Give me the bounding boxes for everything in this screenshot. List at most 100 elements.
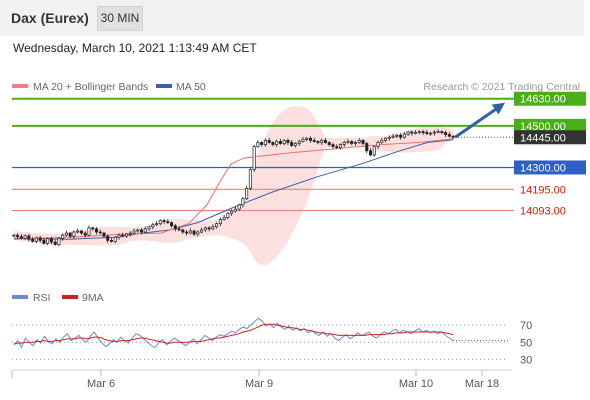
candle-body (338, 144, 343, 149)
candle-body (181, 229, 185, 233)
level-label: 14300.00 (520, 162, 566, 174)
candle-body (290, 142, 294, 146)
candle-body (12, 234, 16, 237)
candle-body (162, 220, 166, 222)
timestamp: Wednesday, March 10, 2021 1:13:49 AM CET (13, 41, 257, 55)
instrument-title: Dax (Eurex) (11, 10, 89, 26)
candle-body (173, 225, 177, 230)
rsi-level-label: 30 (520, 354, 532, 366)
candle-body (353, 142, 358, 144)
candle-body (87, 227, 91, 236)
candle-body (402, 133, 406, 138)
candle-body (414, 132, 418, 134)
candle-body (23, 235, 27, 239)
candle-body (27, 235, 31, 240)
candle-body (335, 146, 339, 149)
x-tick-label: Mar 10 (399, 378, 433, 390)
candles (12, 129, 455, 247)
candle-body (320, 140, 324, 143)
bollinger-band (13, 106, 454, 266)
candle-body (136, 229, 140, 232)
candle-body (417, 131, 421, 133)
candle-body (369, 150, 373, 156)
candle-body (248, 169, 252, 189)
x-tick-label: Mar 18 (465, 378, 499, 390)
candle-body (267, 140, 271, 143)
candle-body (102, 232, 106, 237)
rsi-ma-legend-swatch (62, 295, 78, 299)
candle-body (19, 236, 23, 239)
candle-body (399, 134, 403, 138)
candle-body (376, 142, 380, 147)
ma50-legend-swatch (156, 84, 172, 88)
candle-body (282, 140, 286, 144)
candle-body (185, 231, 189, 234)
candle-body (297, 141, 301, 144)
candle-body (391, 135, 395, 138)
rsi-legend-swatch (12, 295, 28, 299)
candle-body (395, 134, 399, 137)
candle-body (327, 142, 331, 145)
level-label: 14195.00 (520, 184, 566, 196)
candle-body (237, 204, 241, 210)
candle-body (196, 231, 200, 235)
candle-body (429, 132, 433, 135)
candle-body (350, 141, 354, 144)
candle-body (278, 141, 282, 144)
candle-body (117, 234, 121, 238)
candle-body (222, 217, 226, 220)
candle-body (305, 137, 309, 140)
x-axis-ticks: Mar 6 Mar 9 Mar 10 Mar 18 (87, 370, 499, 390)
candle-body (143, 228, 147, 233)
candle-body (286, 140, 290, 143)
candle-body (233, 208, 237, 212)
ma20-legend-label: MA 20 + Bollinger Bands (33, 81, 148, 93)
candle-body (440, 131, 444, 133)
rsi-legend-label: RSI (33, 292, 51, 304)
ma20-legend-swatch (12, 84, 28, 88)
header-bar: Dax (Eurex) 30 MIN (0, 0, 584, 36)
candle-body (365, 143, 369, 152)
level-label: 14630.00 (520, 94, 566, 106)
candle-body (218, 219, 222, 225)
candle-body (155, 223, 159, 226)
candle-body (76, 230, 80, 233)
candle-body (16, 234, 20, 237)
candle-body (316, 141, 320, 143)
candle-body (57, 237, 61, 245)
candle-body (83, 232, 87, 236)
candle-body (94, 228, 98, 233)
candle-body (128, 232, 132, 235)
price-level-labels: 14630.00 14500.00 14300.00 14195.00 14093.00… (514, 91, 586, 218)
ma50-legend-label: MA 50 (176, 81, 206, 93)
candle-body (158, 220, 162, 225)
candle-body (308, 137, 312, 141)
candle-body (410, 131, 414, 134)
candle-body (61, 234, 65, 239)
candle-body (260, 142, 264, 145)
candle-body (384, 137, 388, 141)
candle-body (49, 238, 53, 243)
candle-body (203, 227, 207, 231)
candle-body (380, 140, 384, 143)
candle-body (200, 229, 204, 233)
candle-body (275, 141, 279, 145)
candle-body (293, 143, 297, 146)
candle-body (91, 227, 95, 230)
timeframe-button[interactable]: 30 MIN (97, 6, 143, 31)
candle-body (132, 230, 136, 234)
candle-body (151, 224, 155, 228)
candle-body (31, 238, 35, 242)
x-tick-label: Mar 9 (245, 378, 273, 390)
candle-body (170, 222, 174, 227)
candle-body (53, 241, 57, 245)
candle-body (230, 210, 234, 214)
candle-body (256, 142, 260, 147)
rsi-ma-legend-label: 9MA (82, 292, 104, 304)
candle-body (109, 240, 114, 242)
candle-body (106, 235, 110, 241)
candle-body (177, 228, 181, 231)
candle-body (406, 131, 410, 135)
candle-body (447, 134, 451, 137)
candle-body (421, 131, 425, 133)
